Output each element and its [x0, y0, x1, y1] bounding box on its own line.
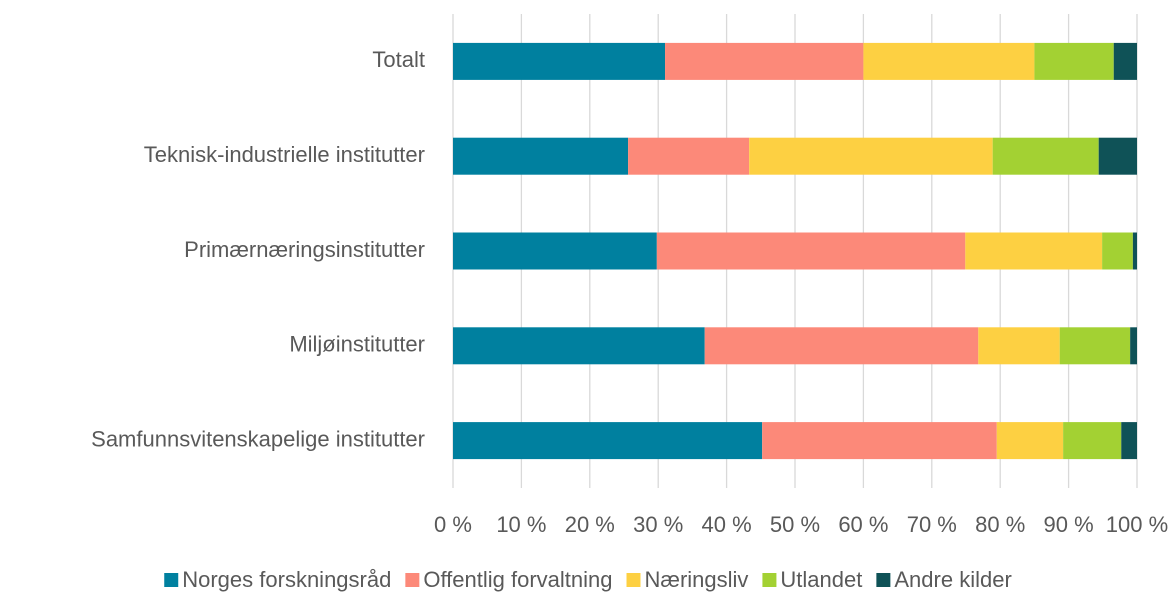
bar-segment [863, 42, 1035, 80]
bar-segment [1102, 232, 1133, 270]
bar-segment [1098, 137, 1137, 175]
bar-segment [1130, 327, 1137, 365]
legend-swatch [762, 573, 777, 587]
bar-segment [996, 422, 1064, 460]
x-tick-label: 80 % [975, 512, 1025, 537]
y-tick-label: Primærnæringsinstitutter [184, 237, 425, 262]
legend-label: Andre kilder [894, 567, 1011, 592]
x-tick-label: 40 % [702, 512, 752, 537]
bar-segment [453, 42, 666, 80]
bar-segment [1121, 422, 1137, 460]
bar-segment [762, 422, 997, 460]
legend-label: Utlandet [780, 567, 862, 592]
legend-label: Næringsliv [645, 567, 749, 592]
bar-segment [1132, 232, 1137, 270]
legend-swatch [164, 573, 179, 587]
bar-segment [453, 327, 705, 365]
bar-segment [665, 42, 864, 80]
x-tick-label: 50 % [770, 512, 820, 537]
legend-label: Norges forskningsråd [182, 567, 391, 592]
x-tick-label: 100 % [1106, 512, 1168, 537]
legend-swatch [405, 573, 420, 587]
legend-label: Offentlig forvaltning [423, 567, 612, 592]
bar-segment [1113, 42, 1137, 80]
x-tick-label: 0 % [434, 512, 472, 537]
bar-segment [453, 137, 629, 175]
x-tick-label: 70 % [907, 512, 957, 537]
bar-segment [965, 232, 1103, 270]
x-tick-label: 90 % [1044, 512, 1094, 537]
x-tick-label: 60 % [838, 512, 888, 537]
bar-segment [453, 422, 763, 460]
bar-segment [656, 232, 966, 270]
bar-segment [978, 327, 1060, 365]
bar-segment [628, 137, 750, 175]
x-tick-label: 20 % [565, 512, 615, 537]
bar-segment [1059, 327, 1131, 365]
y-tick-label: Samfunnsvitenskapelige institutter [91, 426, 425, 451]
bar-segment [453, 232, 657, 270]
x-tick-label: 10 % [496, 512, 546, 537]
x-tick-label: 30 % [633, 512, 683, 537]
bar-segment [992, 137, 1099, 175]
legend-swatch [876, 573, 891, 587]
y-tick-label: Totalt [372, 47, 425, 72]
legend-swatch [626, 573, 641, 587]
bar-segment [1063, 422, 1122, 460]
y-tick-label: Miljøinstitutter [289, 332, 425, 357]
y-tick-label: Teknisk-industrielle institutter [144, 142, 425, 167]
bar-segment [704, 327, 979, 365]
bar-segment [1034, 42, 1114, 80]
bar-segment [749, 137, 993, 175]
